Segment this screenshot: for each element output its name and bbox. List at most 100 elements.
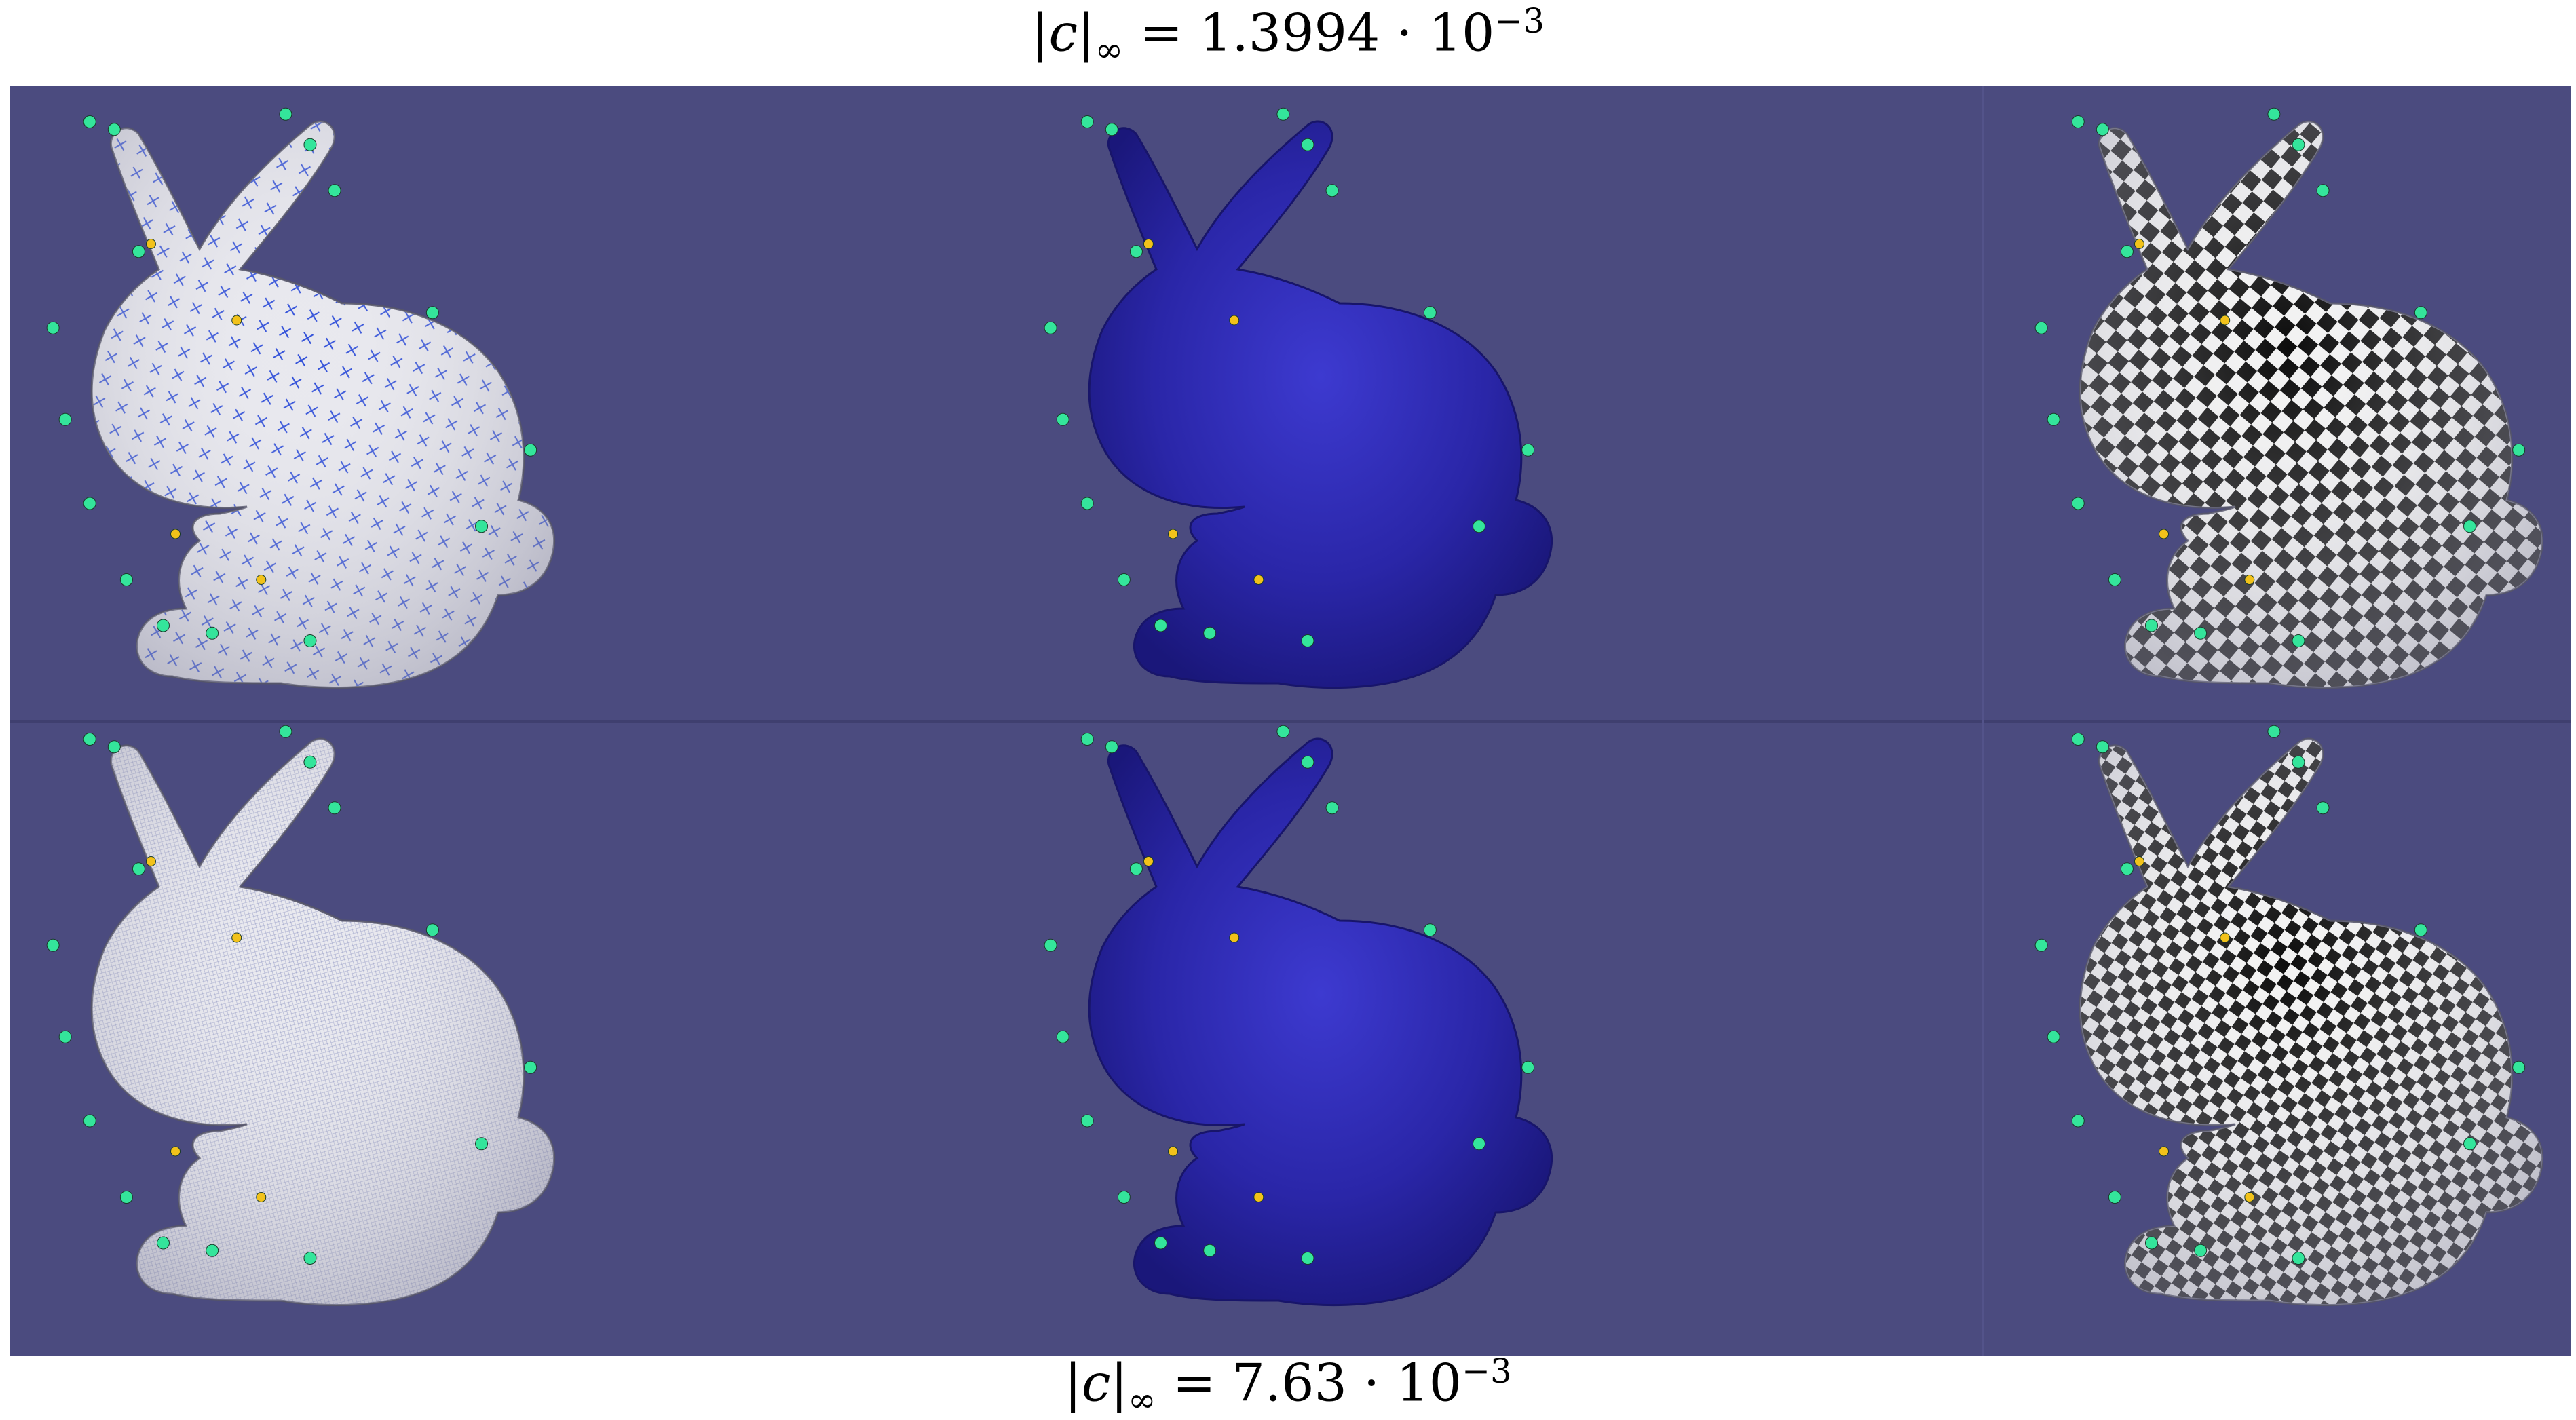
singularity-yellow-dot <box>1143 239 1154 249</box>
singularity-green-dot <box>2292 755 2305 769</box>
singularity-yellow-dot <box>1229 932 1240 943</box>
singularity-green-dot <box>1325 801 1339 815</box>
singularity-green-dot <box>524 1060 537 1074</box>
singularity-green-dot <box>156 619 170 632</box>
singularity-green-dot <box>2034 938 2048 952</box>
singularity-green-dot <box>279 107 292 121</box>
singularity-green-dot <box>475 520 489 533</box>
singularity-green-dot <box>2096 740 2109 754</box>
singularity-green-dot <box>107 123 121 136</box>
singularity-green-dot <box>328 801 341 815</box>
singularity-yellow-dot <box>145 239 156 249</box>
singularity-green-dot <box>1423 306 1437 320</box>
singularity-green-dot <box>1154 1236 1167 1250</box>
singularity-green-dot <box>58 1030 72 1043</box>
singularity-green-dot <box>1276 725 1290 738</box>
singularity-green-dot <box>2108 573 2121 586</box>
singularity-green-dot <box>2267 725 2281 738</box>
singularity-green-dot <box>328 184 341 197</box>
singularity-green-dot <box>1056 412 1069 426</box>
singularity-green-dot <box>206 626 219 640</box>
row-divider <box>10 720 2571 723</box>
singularity-yellow-dot <box>2220 315 2231 326</box>
render-panel <box>10 86 2571 1356</box>
singularity-green-dot <box>425 923 439 937</box>
singularity-green-dot <box>2512 1060 2526 1074</box>
singularity-green-dot <box>2414 306 2427 320</box>
singularity-green-dot <box>2463 1137 2477 1151</box>
singularity-green-dot <box>1044 321 1057 334</box>
singularity-green-dot <box>2267 107 2281 121</box>
singularity-green-dot <box>1117 573 1131 586</box>
singularity-green-dot <box>1044 938 1057 952</box>
singularity-green-dot <box>1473 520 1486 533</box>
singularity-green-dot <box>132 862 145 876</box>
singularity-yellow-dot <box>1229 315 1240 326</box>
bunny-cross-field-view <box>46 725 556 1307</box>
singularity-green-dot <box>1521 1060 1535 1074</box>
bunny-renders <box>46 107 2544 1307</box>
singularity-green-dot <box>524 443 537 457</box>
singularity-green-dot <box>475 1137 489 1151</box>
singularity-green-dot <box>2463 520 2477 533</box>
singularity-yellow-dot <box>231 932 242 943</box>
singularity-green-dot <box>1080 115 1094 128</box>
bottom-caption: |c|∞ = 7.63 · 10−3 <box>1064 1351 1512 1420</box>
singularity-yellow-dot <box>170 1146 181 1157</box>
singularity-green-dot <box>46 321 60 334</box>
singularity-green-dot <box>1154 619 1167 632</box>
singularity-green-dot <box>2120 862 2134 876</box>
singularity-green-dot <box>1080 1114 1094 1128</box>
singularity-green-dot <box>1325 184 1339 197</box>
singularity-green-dot <box>2047 412 2060 426</box>
column-divider <box>1982 86 1984 1356</box>
singularity-green-dot <box>119 573 133 586</box>
singularity-green-dot <box>1473 1137 1486 1151</box>
bunny-shaded-view <box>1044 107 1553 689</box>
singularity-green-dot <box>425 306 439 320</box>
singularity-green-dot <box>1105 740 1118 754</box>
singularity-green-dot <box>1129 245 1143 258</box>
singularity-green-dot <box>2144 619 2158 632</box>
bunny-shaded-view <box>1044 725 1553 1307</box>
singularity-green-dot <box>2034 321 2048 334</box>
singularity-green-dot <box>2108 1191 2121 1204</box>
singularity-green-dot <box>1203 1244 1217 1257</box>
singularity-green-dot <box>156 1236 170 1250</box>
singularity-green-dot <box>132 245 145 258</box>
singularity-green-dot <box>206 1244 219 1257</box>
singularity-green-dot <box>83 497 96 510</box>
singularity-green-dot <box>2316 801 2330 815</box>
singularity-green-dot <box>46 938 60 952</box>
singularity-green-dot <box>1301 634 1314 647</box>
singularity-yellow-dot <box>2134 856 2144 866</box>
singularity-green-dot <box>1301 755 1314 769</box>
singularity-green-dot <box>2071 1114 2085 1128</box>
singularity-yellow-dot <box>2244 1192 2255 1202</box>
singularity-green-dot <box>2194 1244 2208 1257</box>
singularity-yellow-dot <box>2244 575 2255 585</box>
singularity-green-dot <box>1080 733 1094 746</box>
singularity-green-dot <box>2071 497 2085 510</box>
singularity-green-dot <box>279 725 292 738</box>
singularity-green-dot <box>119 1191 133 1204</box>
singularity-yellow-dot <box>1253 575 1264 585</box>
singularity-green-dot <box>2292 1252 2305 1265</box>
singularity-yellow-dot <box>170 529 181 539</box>
singularity-green-dot <box>2071 115 2085 128</box>
singularity-yellow-dot <box>2159 529 2170 539</box>
singularity-green-dot <box>2414 923 2427 937</box>
singularity-green-dot <box>58 412 72 426</box>
singularity-green-dot <box>1276 107 1290 121</box>
singularity-yellow-dot <box>1168 1146 1179 1157</box>
singularity-green-dot <box>2292 138 2305 151</box>
singularity-green-dot <box>1105 123 1118 136</box>
singularity-green-dot <box>83 733 96 746</box>
singularity-green-dot <box>83 1114 96 1128</box>
bunny-checkerboard-view <box>2034 107 2544 689</box>
singularity-green-dot <box>1203 626 1217 640</box>
singularity-green-dot <box>1301 138 1314 151</box>
singularity-green-dot <box>2292 634 2305 647</box>
singularity-yellow-dot <box>256 575 267 585</box>
singularity-green-dot <box>83 115 96 128</box>
